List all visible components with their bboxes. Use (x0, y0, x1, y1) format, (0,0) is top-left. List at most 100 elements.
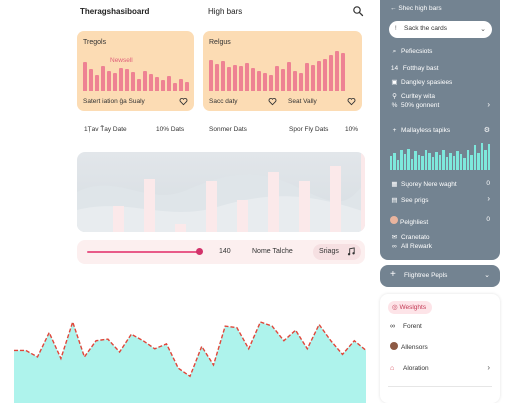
avatar (390, 216, 398, 224)
filter-dropdown[interactable]: + Flightree Pepls ⌄ (380, 265, 500, 287)
number-prefix: 14 (390, 65, 399, 72)
card-bar (125, 69, 129, 91)
area-fill (14, 322, 366, 403)
arrow-left-icon: ← (390, 5, 397, 12)
sidebar-bar (435, 151, 438, 170)
card-bar (107, 71, 111, 91)
sidebar-card: ◎ Weslghts ∞ Forent Allensors ⌂ Aloration … (380, 294, 500, 403)
card-bar (179, 79, 183, 91)
plus-icon: + (392, 127, 397, 134)
sidebar-bar (424, 149, 428, 170)
stat-label: 10% (345, 126, 359, 133)
sidebar-item-dangley[interactable]: ▣ Dangley spasiees (390, 78, 452, 86)
card-footer-label: Seat Vally (288, 98, 317, 105)
chevron-right-icon[interactable]: › (487, 363, 490, 372)
card-item-allensors[interactable]: Allensors (390, 342, 428, 351)
metric-card-tregols[interactable]: Tregols Newsell Satert iation ĝa Sualy (77, 31, 194, 111)
sidebar-item-label: Pefiecsiots (401, 48, 433, 55)
sidebar-item-gonnent[interactable]: % 50% gonnent (390, 102, 440, 109)
sidebar-bar (421, 156, 424, 170)
card-label: Tregols (83, 39, 107, 46)
sidebar-item-curltey[interactable]: ⚲ Curltey wita (390, 92, 435, 100)
card-bar (275, 66, 279, 91)
heart-icon[interactable] (179, 97, 188, 106)
slider-track[interactable] (87, 251, 199, 253)
sidebar: ← Shec high bars ! Sack the cards ⌄ ⌕ Pef… (380, 0, 500, 260)
card-bar (245, 63, 249, 91)
sidebar-bar (438, 154, 442, 170)
target-icon: ◎ (392, 304, 398, 311)
card-bar (149, 74, 153, 91)
card-bar (137, 79, 141, 91)
area-chart (14, 319, 366, 403)
sidebar-bar (456, 150, 459, 170)
slider-name: Nome Talche (252, 248, 293, 255)
sidebar-search[interactable]: ! Sack the cards ⌄ (389, 21, 492, 38)
card-item-forent[interactable]: ∞ Forent (390, 323, 422, 330)
sidebar-item-pelghliest[interactable]: Pelghliest (390, 216, 428, 226)
chevron-down-icon: ⌄ (480, 26, 486, 33)
section-title: High bars (208, 7, 243, 16)
search-icon: ⌕ (392, 48, 397, 55)
page-title: Theragshasiboard (80, 7, 150, 16)
card-bar (113, 73, 117, 91)
slider-handle[interactable] (195, 248, 203, 255)
sidebar-bar (473, 145, 477, 170)
chevron-right-icon[interactable]: › (487, 194, 490, 203)
box-icon: ▣ (391, 79, 398, 86)
panel-bar (113, 206, 124, 232)
card-bar (317, 61, 321, 91)
chart-section-label: Mallayless tapiks (401, 127, 451, 134)
sidebar-bar (463, 158, 466, 170)
sidebar-item-pefiecsiots[interactable]: ⌕ Pefiecsiots (390, 48, 433, 56)
card-bar (287, 62, 291, 91)
sidebar-item-suorey[interactable]: ▦ Sųorey Nere waght (390, 180, 456, 188)
settings-button[interactable]: Sriags (313, 244, 361, 260)
sidebar-bar (403, 153, 407, 170)
calendar-icon: ▦ (391, 181, 398, 188)
sidebar-item-all-rewark[interactable]: ∞ All Rewark (390, 243, 432, 250)
sidebar-item-label: Curltey wita (401, 93, 435, 100)
card-item-label: Allensors (401, 344, 428, 351)
card-bar (185, 82, 189, 91)
card-item-aloration[interactable]: ⌂ Aloration (390, 365, 429, 372)
sidebar-item-see-prigs[interactable]: ▤ See prigs (390, 196, 428, 204)
settings-icon[interactable]: ⚙ (483, 127, 490, 134)
weights-chip[interactable]: ◎ Weslghts (388, 301, 433, 314)
card-bar (173, 83, 177, 91)
chart-section-title: + Mallayless tapiks (390, 127, 451, 134)
sidebar-bar (452, 156, 456, 170)
stat-label: Spor Fly Dats (289, 126, 329, 133)
sidebar-bar (393, 152, 396, 170)
sidebar-item-label: See prigs (401, 197, 429, 204)
music-icon (347, 247, 355, 256)
card-bar (251, 67, 255, 91)
sidebar-item-cranetato[interactable]: ✉ Cranetato (390, 233, 430, 241)
sidebar-item-fotthay[interactable]: 14 Fotthay bast (390, 65, 439, 72)
document-icon: ▤ (391, 197, 398, 204)
sidebar-bar (480, 143, 484, 170)
card-footer-label: Sacc daty (209, 98, 238, 105)
back-link-label: Shec high bars (398, 5, 442, 12)
card-bar (299, 73, 303, 91)
card-label: Relgus (209, 39, 231, 46)
sidebar-bar (470, 154, 473, 170)
heart-icon[interactable] (268, 97, 277, 106)
card-bar (119, 67, 123, 91)
metric-card-relgus[interactable]: Relgus Sacc daty Seat Vally (203, 31, 362, 111)
filter-dropdown-label: Flightree Pepls (404, 272, 448, 279)
back-link[interactable]: ← Shec high bars (390, 5, 442, 12)
card-bar (233, 64, 237, 91)
search-icon[interactable] (352, 5, 364, 17)
sidebar-bar (417, 154, 421, 170)
home-icon: ⌂ (390, 365, 395, 372)
card-bar (131, 71, 135, 91)
sidebar-bar (396, 160, 400, 170)
sidebar-bar (442, 149, 445, 170)
card-bar (239, 66, 243, 91)
chevron-right-icon[interactable]: › (487, 100, 490, 109)
bar-panel (77, 152, 365, 232)
sidebar-bar (449, 152, 452, 170)
card-bar (227, 67, 231, 91)
heart-icon[interactable] (347, 97, 356, 106)
